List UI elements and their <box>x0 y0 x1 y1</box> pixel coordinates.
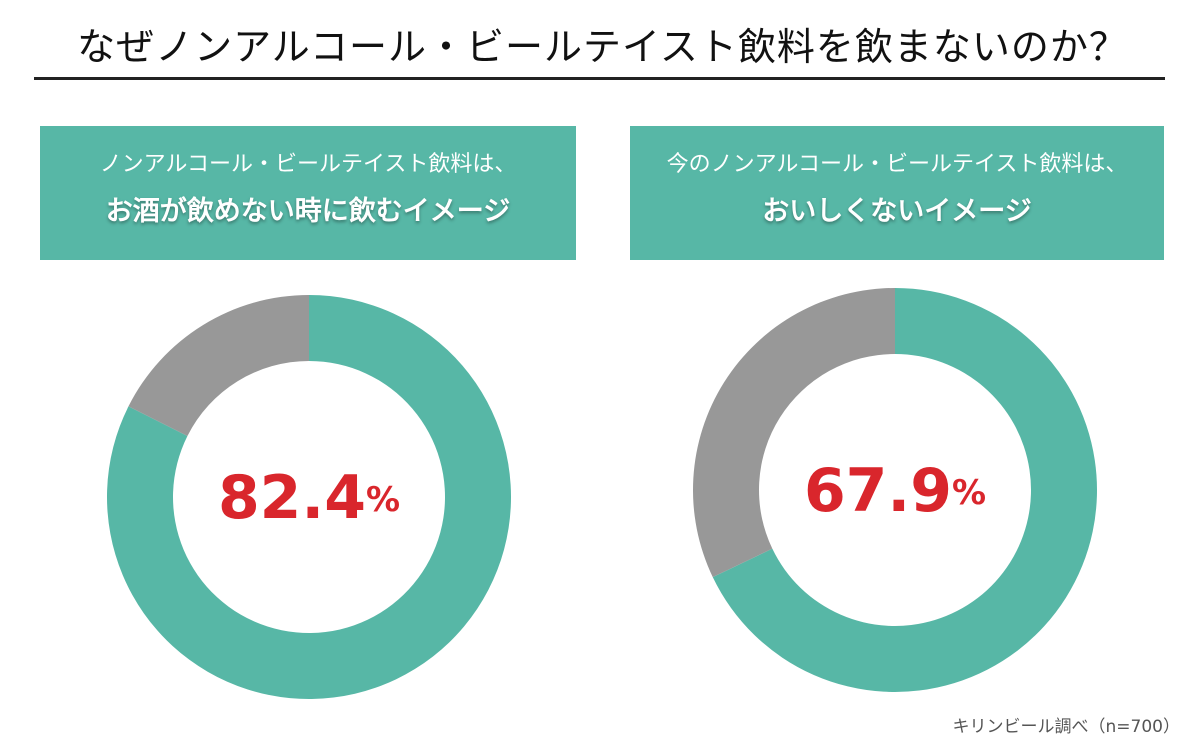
chart-2-value-number: 67.9 <box>804 456 952 526</box>
chart-1-value-slice <box>107 295 511 699</box>
chart-2-value-unit: % <box>952 473 986 513</box>
chart-2-header: 今のノンアルコール・ビールテイスト飲料は、 おいしくないイメージ <box>630 126 1164 260</box>
chart-1-value-unit: % <box>366 480 400 520</box>
page-title: なぜノンアルコール・ビールテイスト飲料を飲まないのか？ <box>77 25 1128 69</box>
chart-2-header-line2: おいしくないイメージ <box>762 196 1032 227</box>
chart-1-remainder-slice <box>128 295 309 437</box>
chart-2-remainder-slice <box>693 287 895 578</box>
chart-2-value-label: 67.9% <box>804 456 986 526</box>
title-underline <box>34 77 1165 80</box>
chart-1-value-label: 82.4% <box>218 463 400 533</box>
chart-1-header-line1: ノンアルコール・ビールテイスト飲料は、 <box>99 152 517 177</box>
chart-2-header-line1: 今のノンアルコール・ビールテイスト飲料は、 <box>666 152 1128 177</box>
chart-1-header: ノンアルコール・ビールテイスト飲料は、 お酒が飲めない時に飲むイメージ <box>40 126 576 260</box>
source-note: キリンビール調べ（n=700） <box>952 717 1180 737</box>
chart-2-value-slice <box>712 288 1097 692</box>
chart-1-header-line2: お酒が飲めない時に飲むイメージ <box>105 196 511 227</box>
chart-1-value-number: 82.4 <box>218 463 366 533</box>
